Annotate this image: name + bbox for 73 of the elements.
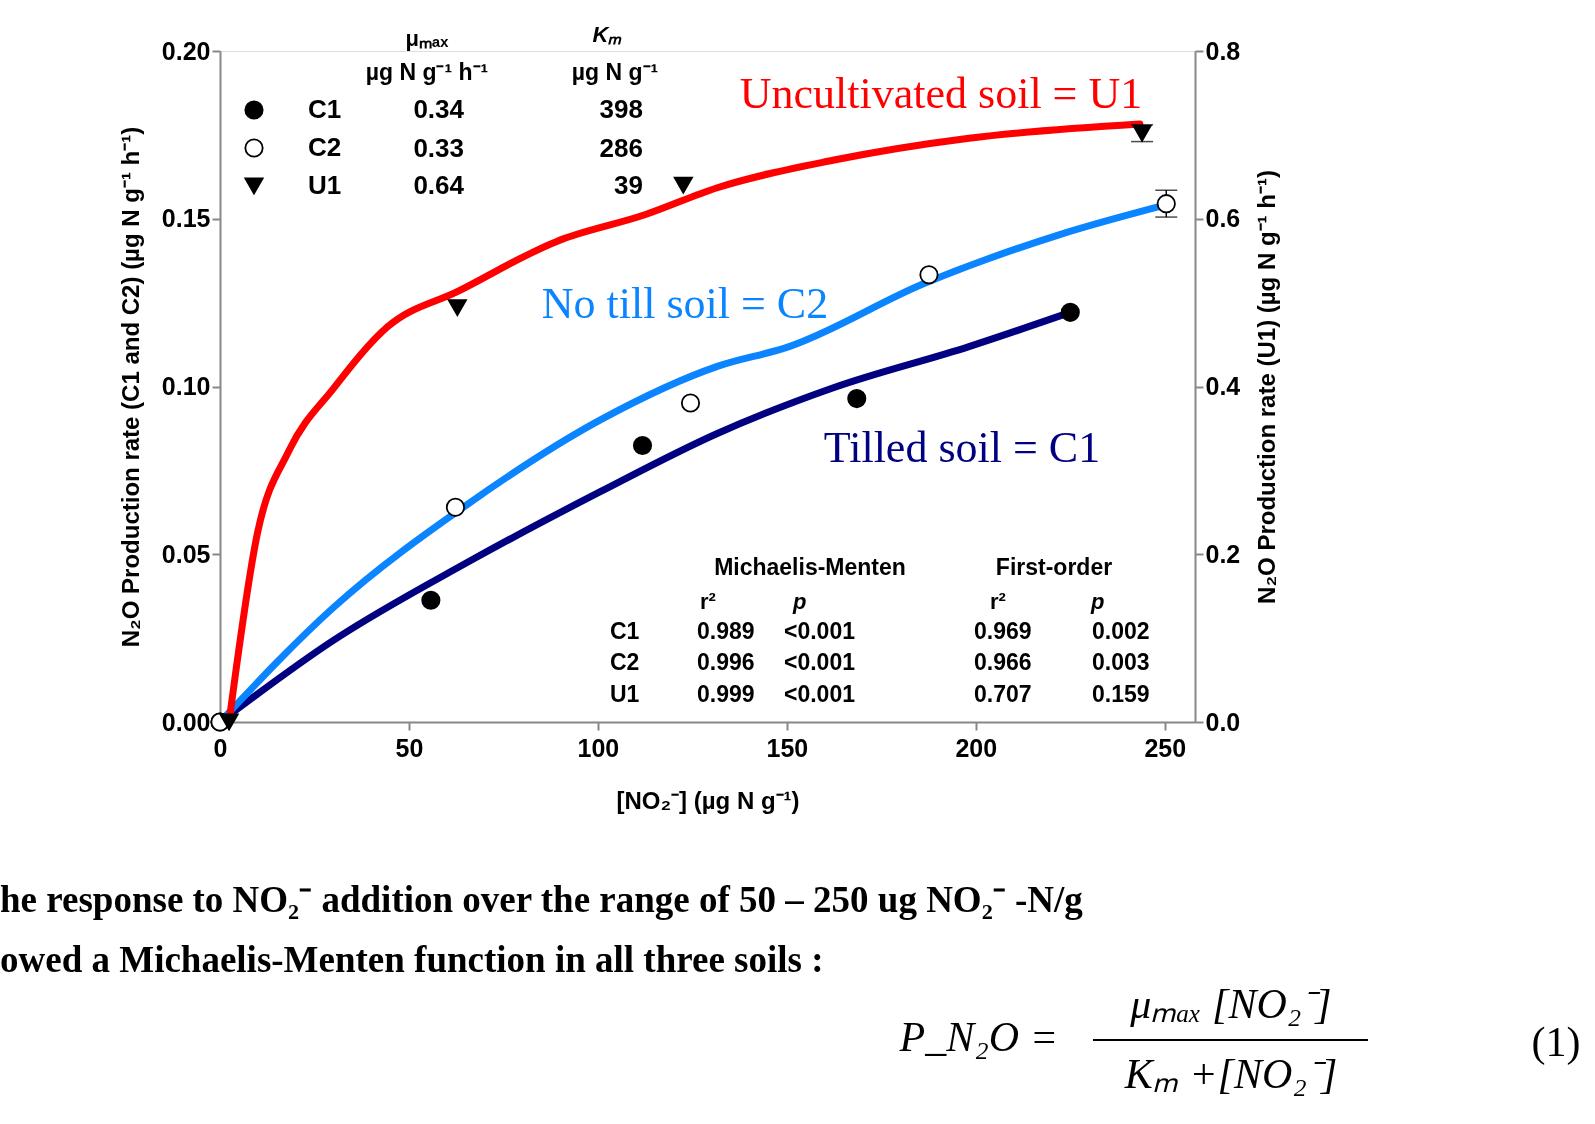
text: he response to NO₂⁻ addition over the range of 50 – 250 ug NO₂⁻ -N/g [0, 879, 1084, 920]
series-label: Tilled soil = C1 [823, 423, 1101, 472]
annotation: C2 [610, 649, 640, 675]
y2-tick-label: 0.8 [1205, 36, 1241, 65]
text: Kₘ [592, 22, 623, 47]
annotation: 0.969 [974, 618, 1032, 644]
point [919, 265, 939, 285]
legend-label: C1 [308, 94, 342, 124]
text: (1) [1531, 1019, 1581, 1066]
legend-label: U1 [308, 170, 342, 200]
annotation: 0.64 [413, 170, 465, 200]
x-tick-label: 200 [955, 733, 998, 762]
text: owed a Michaelis-Menten function in all three soils : [0, 939, 824, 980]
annotation: 0.002 [1092, 618, 1150, 644]
text: Kₘ +[NO₂⁻] [1123, 1051, 1338, 1097]
annotation: U1 [610, 681, 640, 707]
y2-tick-label: 0.0 [1205, 707, 1241, 736]
x-tick-label: 50 [395, 733, 424, 762]
annotation: p [792, 589, 807, 614]
annotation: 0.34 [413, 94, 465, 124]
annotation: First-order [995, 554, 1113, 580]
annotation: 0.999 [697, 681, 755, 707]
annotation: µg N g⁻¹ [571, 59, 659, 85]
y2-tick-label: 0.6 [1205, 204, 1241, 233]
y2-tick-label: 0.4 [1205, 372, 1241, 400]
annotation: 286 [599, 133, 643, 163]
annotation: r² [990, 589, 1006, 614]
annotation: <0.001 [784, 681, 856, 707]
point [447, 299, 467, 317]
y-tick-label: 0.15 [161, 204, 211, 233]
text: μₘₐₓ [405, 26, 450, 51]
annotation: <0.001 [784, 649, 856, 675]
y2-axis-title: N₂O Production rate (U1) (µg N g⁻¹ h⁻¹) [1253, 170, 1281, 604]
point [445, 497, 465, 517]
annotation: µg N g⁻¹ h⁻¹ [365, 59, 489, 85]
series-label: Uncultivated soil = U1 [739, 69, 1143, 118]
annotation: Michaelis-Menten [714, 554, 906, 580]
annotation: <0.001 [784, 618, 856, 644]
y-tick-label: 0.00 [161, 707, 211, 736]
annotation: 0.003 [1092, 649, 1150, 675]
x-tick-label: 150 [766, 733, 809, 762]
point [1060, 302, 1080, 322]
annotation: 39 [614, 170, 643, 200]
text: P_N₂O = [898, 1014, 1058, 1060]
annotation: 0.33 [413, 133, 464, 163]
y-tick-label: 0.05 [161, 539, 211, 568]
annotation: 0.996 [697, 649, 755, 675]
point [680, 393, 701, 413]
point [1156, 194, 1176, 214]
annotation: p [1090, 589, 1105, 614]
y-tick-label: 0.10 [161, 372, 211, 400]
annotation: 0.707 [974, 681, 1032, 707]
y-axis-title: N₂O Production rate (C1 and C2) (µg N g⁻¹ h⁻¹) [116, 126, 144, 648]
series-label: No till soil = C2 [541, 279, 829, 328]
annotation: 0.159 [1092, 681, 1150, 707]
point [847, 389, 867, 409]
y2-tick-label: 0.2 [1205, 539, 1241, 568]
annotation: r² [700, 589, 716, 614]
x-tick-label: 250 [1144, 733, 1187, 762]
x-axis-title: [NO₂⁻] (µg N g⁻¹) [616, 786, 800, 814]
annotation: 0.989 [697, 618, 755, 644]
point [632, 436, 653, 456]
x-tick-label: 0 [213, 733, 228, 762]
point [219, 713, 239, 731]
legend-label: C2 [308, 132, 342, 162]
text: μₘₐₓ [NO₂⁻] [1129, 981, 1332, 1027]
y-tick-label: 0.20 [161, 36, 211, 65]
annotation: 398 [599, 94, 643, 124]
annotation: C1 [610, 618, 640, 644]
x-tick-label: 100 [577, 733, 620, 762]
point [421, 590, 441, 610]
annotation: 0.966 [974, 649, 1032, 675]
point [673, 176, 693, 194]
